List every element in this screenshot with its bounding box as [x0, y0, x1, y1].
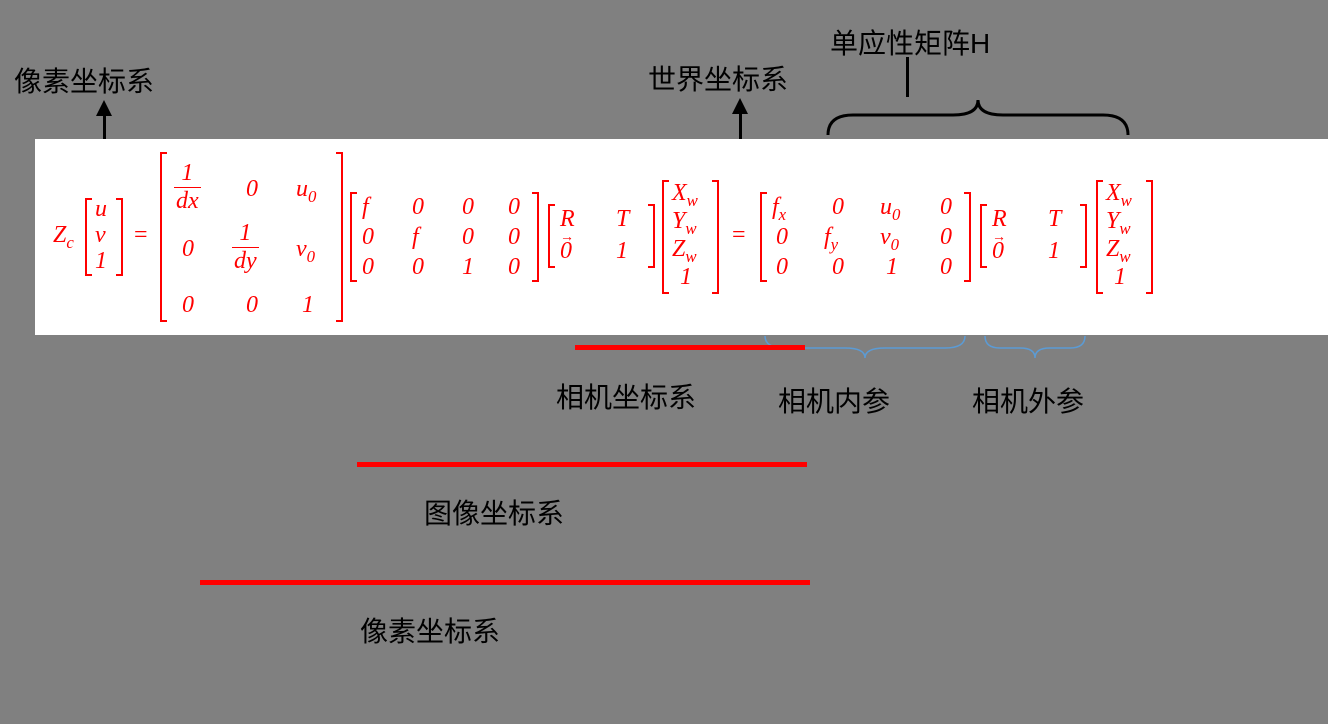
bracket-F-r [532, 192, 539, 282]
bracket-Xw2-l [1096, 180, 1103, 294]
K2-02: u0 [880, 194, 900, 225]
eq1: = [134, 222, 148, 249]
K2-11: fy [824, 224, 838, 255]
K2-03: 0 [940, 194, 952, 221]
K1-22: 1 [302, 292, 314, 319]
K1-02: u0 [296, 176, 316, 207]
brace-extrinsic [980, 334, 1090, 362]
Xw1-1: 1 [680, 264, 692, 291]
K1-01: 0 [246, 176, 258, 203]
bracket-Xw2-r [1146, 180, 1153, 294]
bracket-uv1-r [116, 198, 123, 276]
label-homography: 单应性矩阵H [830, 22, 990, 62]
uv1-1: 1 [95, 248, 107, 275]
bracket-F-l [350, 192, 357, 282]
bracket-uv1-l [85, 198, 92, 276]
K2-22: 1 [886, 254, 898, 281]
label-camera-coord: 相机坐标系 [556, 376, 696, 416]
K2-00: fx [772, 194, 786, 225]
K2-23: 0 [940, 254, 952, 281]
bracket-K1-l [160, 152, 167, 322]
sym-Zc: Zc [53, 222, 74, 253]
arrow-world-head [732, 98, 748, 114]
uv1-u: u [95, 196, 107, 223]
bracket-RT2-l [980, 204, 987, 268]
RT1-1: 1 [616, 238, 628, 265]
F-00: f [362, 194, 369, 221]
bracket-RT1-l [548, 204, 555, 268]
F-01: 0 [412, 194, 424, 221]
Xw1-Y: Yw [672, 208, 697, 239]
uv1-v: v [95, 222, 106, 249]
Xw1-X: Xw [672, 180, 698, 211]
label-world: 世界坐标系 [648, 58, 788, 98]
K1-00: 1dx [174, 160, 201, 215]
Xw2-Z: Zw [1106, 236, 1131, 267]
bracket-K2-r [964, 192, 971, 282]
K1-11: 1dy [232, 220, 259, 275]
RT1-R: R [560, 206, 575, 233]
F-20: 0 [362, 254, 374, 281]
label-extrinsic: 相机外参 [972, 380, 1084, 420]
F-12: 0 [462, 224, 474, 251]
underline-pixel [200, 580, 810, 585]
K2-01: 0 [832, 194, 844, 221]
F-21: 0 [412, 254, 424, 281]
eq2: = [732, 222, 746, 249]
bracket-RT1-r [648, 204, 655, 268]
brace-homography [823, 95, 1133, 140]
F-11: f [412, 224, 419, 251]
bracket-RT2-r [1080, 204, 1087, 268]
F-22: 1 [462, 254, 474, 281]
RT2-R: R [992, 206, 1007, 233]
vec-arrow-1: → [560, 230, 574, 246]
bracket-K1-r [336, 152, 343, 322]
K1-20: 0 [182, 292, 194, 319]
F-03: 0 [508, 194, 520, 221]
label-image-coord: 图像坐标系 [424, 492, 564, 532]
K2-12: v0 [880, 224, 899, 255]
F-23: 0 [508, 254, 520, 281]
underline-image [357, 462, 807, 467]
F-13: 0 [508, 224, 520, 251]
Xw2-X: Xw [1106, 180, 1132, 211]
RT2-T: T [1048, 206, 1061, 233]
K2-13: 0 [940, 224, 952, 251]
Xw1-Z: Zw [672, 236, 697, 267]
K2-21: 0 [832, 254, 844, 281]
underline-camera [575, 345, 805, 350]
F-02: 0 [462, 194, 474, 221]
bracket-K2-l [760, 192, 767, 282]
K1-12: v0 [296, 236, 315, 267]
bracket-Xw1-l [662, 180, 669, 294]
K2-20: 0 [776, 254, 788, 281]
label-intrinsic: 相机内参 [778, 380, 890, 420]
bracket-Xw1-r [712, 180, 719, 294]
arrow-pixel-head [96, 100, 112, 116]
homography-tick [906, 57, 909, 97]
RT2-1: 1 [1048, 238, 1060, 265]
K1-21: 0 [246, 292, 258, 319]
F-10: 0 [362, 224, 374, 251]
label-pixel-bottom: 像素坐标系 [360, 610, 500, 650]
K2-10: 0 [776, 224, 788, 251]
label-pixel-top: 像素坐标系 [14, 60, 154, 100]
K1-10: 0 [182, 236, 194, 263]
vec-arrow-2: → [992, 230, 1006, 246]
Xw2-Y: Yw [1106, 208, 1131, 239]
Xw2-1: 1 [1114, 264, 1126, 291]
RT1-T: T [616, 206, 629, 233]
